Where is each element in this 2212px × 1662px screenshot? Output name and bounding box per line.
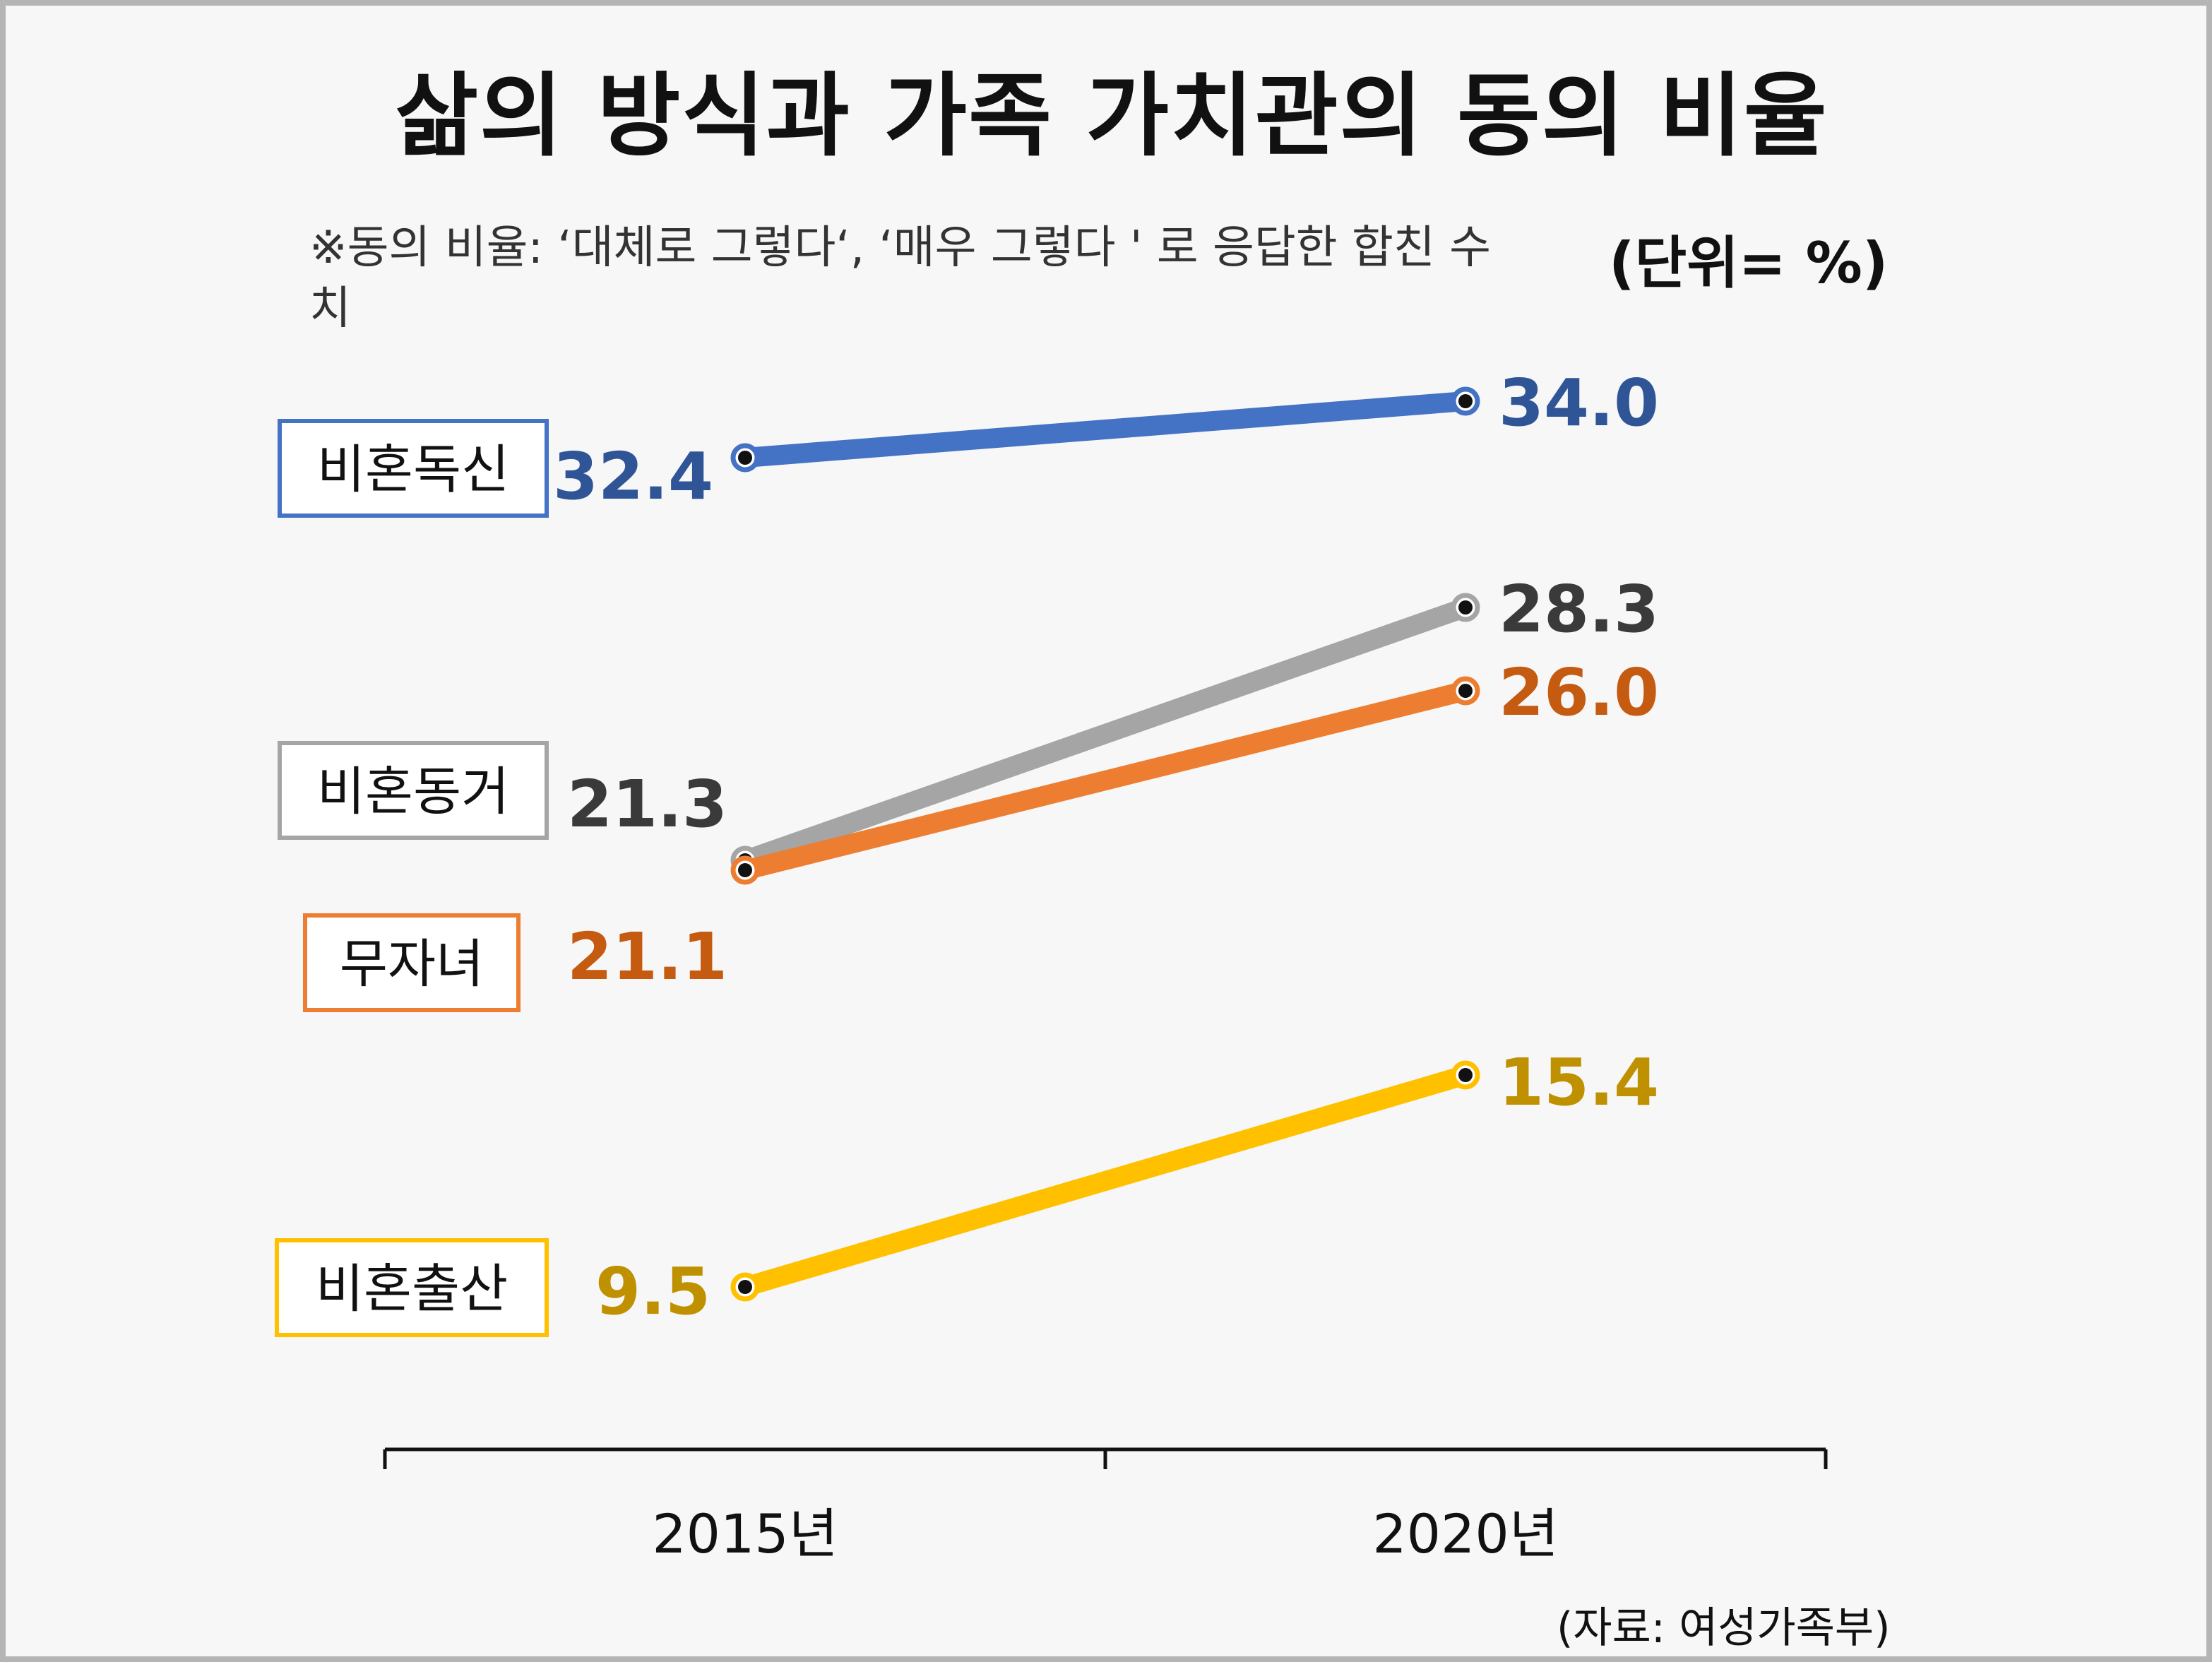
series-1-line — [735, 598, 1475, 870]
series-3-value-label-0: 9.5 — [595, 1254, 710, 1329]
chart-unit: (단위= %) — [1609, 230, 1889, 296]
series-0-point-1 — [1458, 394, 1473, 408]
series-3-value-label-1: 15.4 — [1499, 1045, 1659, 1120]
series-1-value-label-1: 28.3 — [1499, 571, 1659, 647]
series-2-point-1 — [1458, 684, 1473, 698]
series-2-line — [735, 681, 1475, 880]
series-2-point-0 — [738, 863, 752, 877]
chart-title: 삶의 방식과 가족 가치관의 동의 비율 — [395, 64, 1829, 169]
series-1-value-label-0: 21.3 — [567, 766, 727, 842]
series-0-point-0 — [738, 451, 752, 465]
series-1-legend-box — [278, 741, 549, 840]
series-3-point-1 — [1458, 1068, 1473, 1082]
chart-note: ※동의 비율: ‘대체로 그렇다‘, ‘매우 그렇다 ' 로 응답한 합친 수치 — [309, 222, 1491, 335]
x-tick-label-2: 2020년 — [1372, 1502, 1558, 1565]
series-2-value-label-0: 21.1 — [567, 919, 727, 995]
series-0-value-label-0: 32.4 — [553, 439, 713, 514]
series-3-line — [735, 1065, 1475, 1297]
series-1-legend-label: 비혼동거 — [317, 761, 509, 822]
series-0-legend-label: 비혼독신 — [317, 439, 509, 500]
x-tick-label-1: 2015년 — [652, 1502, 838, 1565]
series-1-point-1 — [1458, 600, 1473, 615]
series-2-legend-box — [303, 913, 521, 1012]
series-0-legend-box — [278, 419, 549, 518]
series-2-legend-label: 무자녀 — [340, 934, 484, 995]
chart-source: (자료: 여성가족부) — [1557, 1603, 1891, 1653]
series-3-legend-label: 비혼출산 — [316, 1259, 508, 1319]
series-3-legend-box — [275, 1238, 549, 1337]
series-3-point-0 — [738, 1280, 752, 1294]
series-0-value-label-1: 34.0 — [1499, 365, 1659, 441]
series-2-value-label-1: 26.0 — [1499, 655, 1659, 730]
series-0-line — [735, 391, 1475, 468]
